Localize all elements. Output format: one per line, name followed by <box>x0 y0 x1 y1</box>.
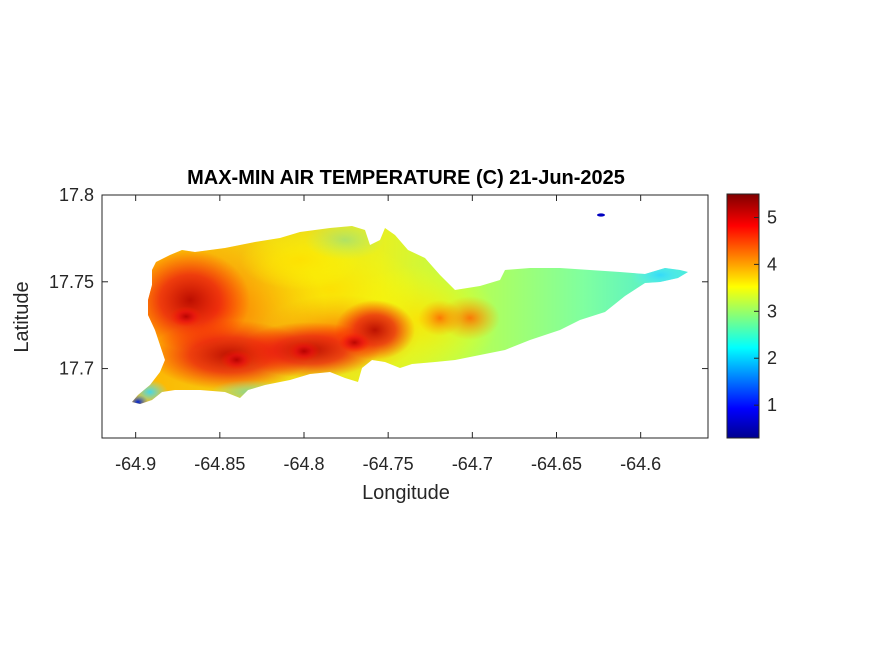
field-orange-blob <box>440 296 500 340</box>
temperature-field <box>132 226 688 404</box>
colorbar <box>726 193 760 439</box>
colorbar-ticks: 1 2 3 4 5 <box>754 207 777 415</box>
hotspots <box>170 306 371 370</box>
colorbar-tick-label: 1 <box>767 395 777 415</box>
islet-marker <box>597 213 605 217</box>
y-tick-label: 17.75 <box>49 272 94 292</box>
hotspot-mark <box>220 349 253 370</box>
colorbar-tick-label: 5 <box>767 207 777 227</box>
hotspot-mark <box>288 341 320 362</box>
colorbar-tick-label: 4 <box>767 254 777 274</box>
colorbar-tick-label: 3 <box>767 301 777 321</box>
chart-title: MAX-MIN AIR TEMPERATURE (C) 21-Jun-2025 <box>187 167 625 189</box>
x-tick-label: -64.6 <box>620 454 661 474</box>
field-cyan-blob <box>305 226 385 260</box>
x-tick-label: -64.75 <box>363 454 414 474</box>
hotspot-mark <box>170 306 203 327</box>
x-axis-label: Longitude <box>362 482 450 504</box>
x-tick-label: -64.8 <box>283 454 324 474</box>
y-tick-label: 17.8 <box>59 185 94 205</box>
x-tick-label: -64.85 <box>194 454 245 474</box>
x-axis-ticks: -64.9 -64.85 -64.8 -64.75 -64.7 -64.65 -64.6 <box>115 195 661 474</box>
x-tick-label: -64.9 <box>115 454 156 474</box>
colorbar-tick-label: 2 <box>767 348 777 368</box>
x-tick-label: -64.7 <box>452 454 493 474</box>
hotspot-mark <box>338 332 371 353</box>
y-axis-label: Latitude <box>11 281 33 352</box>
y-tick-label: 17.7 <box>59 359 94 379</box>
y-axis-ticks: 17.7 17.75 17.8 <box>49 185 708 379</box>
x-tick-label: -64.65 <box>531 454 582 474</box>
